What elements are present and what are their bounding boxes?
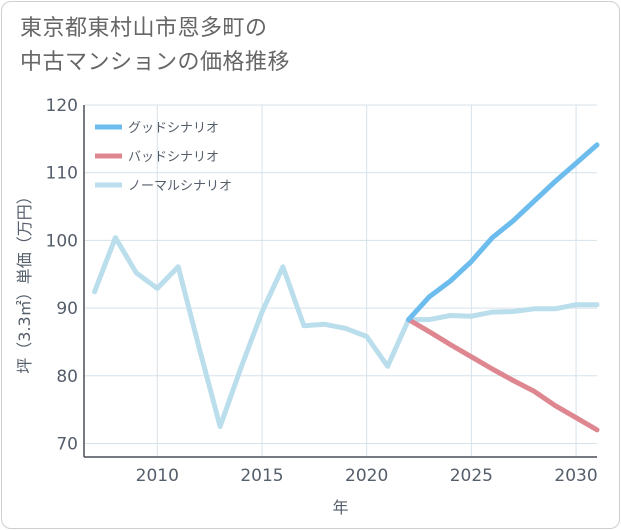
grid <box>84 104 597 457</box>
chart-title-line-2: 中古マンションの価格推移 <box>20 50 291 75</box>
x-tick-label-2020: 2020 <box>345 466 388 486</box>
y-tick-label-110: 110 <box>46 164 78 184</box>
axes <box>83 105 597 458</box>
x-tick-label-2015: 2015 <box>240 466 283 486</box>
x-tick-label-2010: 2010 <box>136 466 179 486</box>
chart-title: 東京都東村山市恩多町の 中古マンションの価格推移 <box>20 12 290 80</box>
y-tick-label-120: 120 <box>46 96 78 116</box>
legend-label-2: ノーマルシナリオ <box>128 179 232 194</box>
y-tick-label-80: 80 <box>56 367 78 387</box>
series-lines <box>92 142 600 433</box>
legend-label-0: グッドシナリオ <box>128 121 219 136</box>
y-tick-label-100: 100 <box>46 231 78 251</box>
chart-title-line-1: 東京都東村山市恩多町の <box>20 16 268 41</box>
y-tick-label-90: 90 <box>56 299 78 319</box>
tick-labels: 2010 2015 2020 2025 2030 70 80 90 100 110 120 <box>46 96 598 486</box>
x-axis-label: 年 <box>332 498 348 517</box>
series-line-1 <box>406 317 600 433</box>
y-axis-label: 坪（3.3㎡）単価（万円） <box>15 188 34 373</box>
series-line-0 <box>406 142 600 323</box>
y-tick-label-70: 70 <box>56 434 78 454</box>
x-tick-label-2025: 2025 <box>450 466 493 486</box>
x-tick-label-2030: 2030 <box>554 466 597 486</box>
legend-label-1: バッドシナリオ <box>128 150 219 165</box>
series-line-2 <box>92 235 600 429</box>
